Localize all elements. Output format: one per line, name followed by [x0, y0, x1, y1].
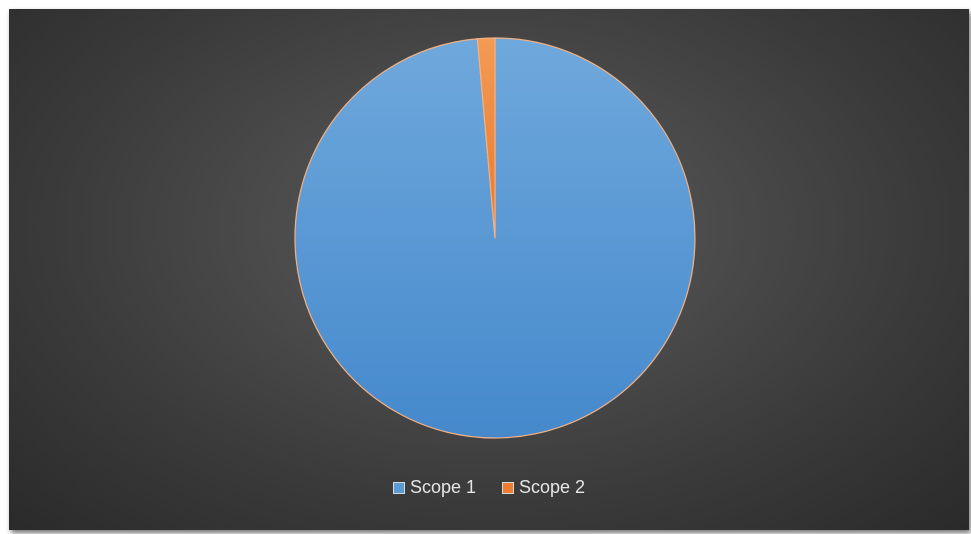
chart-legend: Scope 1 Scope 2: [9, 477, 969, 498]
chart-area: Scope 1 Scope 2: [9, 9, 969, 530]
legend-label-scope-2: Scope 2: [519, 477, 586, 497]
pie-slices: [294, 37, 696, 439]
legend-item-scope-2: Scope 2: [502, 477, 585, 498]
legend-swatch-scope-2: [502, 481, 514, 494]
legend-label-scope-1: Scope 1: [409, 477, 476, 497]
pie-chart: [294, 37, 696, 439]
pie-slice-scope-2: [476, 37, 496, 239]
legend-item-scope-1: Scope 1: [392, 477, 476, 498]
legend-swatch-scope-1: [392, 481, 405, 494]
